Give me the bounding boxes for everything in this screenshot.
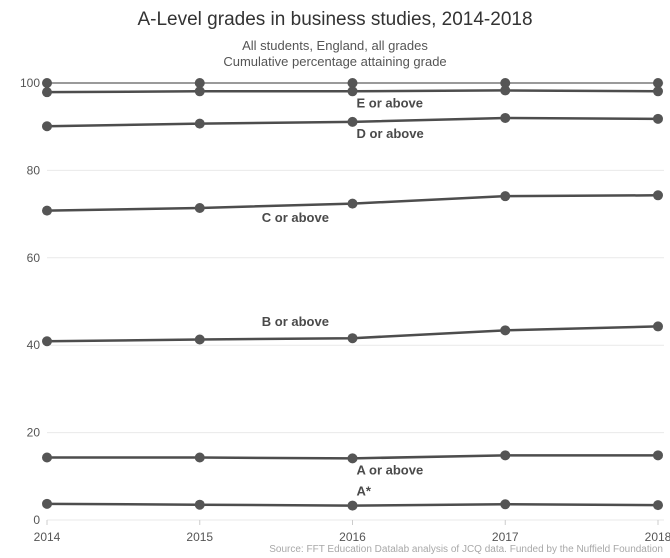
series-label: C or above bbox=[262, 210, 329, 225]
y-tick-label: 80 bbox=[27, 163, 41, 177]
data-point bbox=[194, 118, 205, 129]
data-point bbox=[42, 205, 52, 216]
data-point bbox=[500, 499, 511, 510]
series-label: A or above bbox=[357, 462, 424, 477]
chart-title: A-Level grades in business studies, 2014… bbox=[137, 9, 532, 30]
chart-subtitle-line-2: Cumulative percentage attaining grade bbox=[223, 54, 446, 69]
data-point bbox=[347, 500, 358, 511]
data-point bbox=[194, 452, 205, 463]
data-point bbox=[42, 78, 52, 88]
data-point bbox=[194, 78, 205, 88]
data-point bbox=[500, 325, 511, 336]
x-tick-label: 2018 bbox=[645, 530, 670, 544]
data-point bbox=[653, 321, 663, 332]
series-label: B or above bbox=[262, 314, 329, 329]
x-tick-label: 2017 bbox=[492, 530, 519, 544]
data-point bbox=[500, 85, 511, 96]
data-point bbox=[42, 498, 52, 509]
data-point bbox=[194, 334, 205, 345]
data-point bbox=[194, 86, 205, 97]
series-label: A* bbox=[357, 484, 372, 499]
data-point bbox=[653, 500, 663, 511]
y-tick-label: 60 bbox=[27, 251, 41, 265]
x-tick-label: 2015 bbox=[186, 530, 213, 544]
series-label: E or above bbox=[357, 95, 423, 110]
y-tick-label: 20 bbox=[27, 426, 41, 440]
data-point bbox=[347, 78, 358, 88]
data-point bbox=[500, 450, 511, 461]
y-tick-label: 0 bbox=[33, 513, 40, 527]
y-tick-label: 40 bbox=[27, 338, 41, 352]
data-point bbox=[42, 121, 52, 132]
data-point bbox=[653, 78, 663, 88]
data-point bbox=[347, 116, 358, 127]
series-group bbox=[42, 78, 663, 511]
x-tick-label: 2014 bbox=[34, 530, 61, 544]
x-axis: 2014 2015 2016 2017 2018 bbox=[34, 520, 670, 544]
series-label: D or above bbox=[357, 126, 424, 141]
x-tick-label: 2016 bbox=[339, 530, 366, 544]
data-point bbox=[653, 113, 663, 124]
data-point bbox=[347, 333, 358, 344]
data-point bbox=[347, 453, 358, 464]
data-point bbox=[347, 86, 358, 97]
data-point bbox=[42, 452, 52, 463]
data-point bbox=[500, 191, 511, 202]
y-axis: 0 20 40 60 80 100 bbox=[20, 76, 40, 527]
source-note: Source: FFT Education Datalab analysis o… bbox=[269, 544, 663, 555]
data-point bbox=[42, 336, 52, 347]
data-point bbox=[653, 86, 663, 97]
series-labels: E or above D or above C or above B or above… bbox=[262, 95, 424, 498]
data-point bbox=[500, 78, 511, 88]
data-point bbox=[42, 87, 52, 98]
data-point bbox=[653, 450, 663, 461]
chart-subtitle-line-1: All students, England, all grades bbox=[242, 38, 428, 53]
data-point bbox=[194, 202, 205, 213]
data-point bbox=[653, 190, 663, 201]
data-point bbox=[194, 499, 205, 510]
data-point bbox=[500, 112, 511, 123]
y-tick-label: 100 bbox=[20, 76, 40, 90]
data-point bbox=[347, 198, 358, 209]
